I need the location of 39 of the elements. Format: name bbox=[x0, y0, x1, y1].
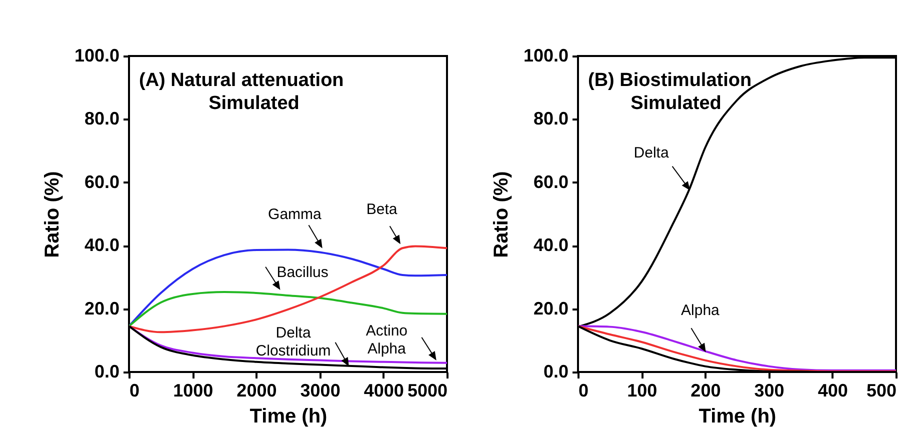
annotation: Delta bbox=[634, 144, 670, 162]
x-tick-label: 300 bbox=[754, 380, 784, 400]
x-tick-label: 5000 bbox=[407, 380, 448, 400]
x-tick-label: 0 bbox=[130, 380, 140, 400]
x-tick-label: 2000 bbox=[236, 380, 277, 400]
text: Simulated bbox=[208, 93, 300, 114]
annotation: Alpha bbox=[681, 302, 720, 320]
x-tick-label: 100 bbox=[627, 380, 658, 400]
y-tick-label: 0.0 bbox=[543, 362, 568, 382]
x-tick-label: 400 bbox=[818, 380, 848, 400]
y-tick-label: 20.0 bbox=[533, 298, 568, 318]
annotation: Beta bbox=[366, 201, 398, 218]
x-axis-title: Time (h) bbox=[698, 406, 776, 428]
x-axis-title: Time (h) bbox=[250, 406, 328, 428]
y-tick-label: 0.0 bbox=[94, 362, 120, 382]
y-tick-label: 60.0 bbox=[533, 172, 568, 192]
text: Simulated bbox=[630, 93, 722, 114]
text: (B) Biostimulation bbox=[588, 70, 752, 91]
annotation: Bacillus bbox=[276, 264, 328, 281]
x-tick-label: 0 bbox=[578, 380, 589, 400]
y-tick-label: 100.0 bbox=[523, 46, 568, 66]
x-tick-label: 4000 bbox=[364, 380, 404, 400]
annotation: Gamma bbox=[268, 206, 322, 224]
x-tick-label: 500 bbox=[866, 380, 896, 400]
annotation: Delta Clostridium bbox=[256, 324, 331, 360]
y-axis-title: Ratio (%) bbox=[41, 171, 64, 258]
x-tick-label: 3000 bbox=[300, 380, 340, 400]
y-axis-title: Ratio (%) bbox=[490, 171, 512, 258]
x-tick-label: 200 bbox=[690, 380, 721, 400]
y-tick-label: 40.0 bbox=[533, 235, 568, 256]
y-tick-label: 60.0 bbox=[84, 172, 120, 192]
y-tick-label: 100.0 bbox=[74, 46, 120, 66]
text: (A) Natural attenuation bbox=[139, 70, 344, 91]
y-tick-label: 80.0 bbox=[533, 108, 568, 129]
y-tick-label: 20.0 bbox=[84, 298, 120, 318]
x-tick-label: 1000 bbox=[173, 380, 214, 400]
annotation: Actino Alpha bbox=[366, 322, 408, 358]
y-tick-label: 80.0 bbox=[84, 108, 120, 129]
y-tick-label: 40.0 bbox=[84, 235, 120, 256]
